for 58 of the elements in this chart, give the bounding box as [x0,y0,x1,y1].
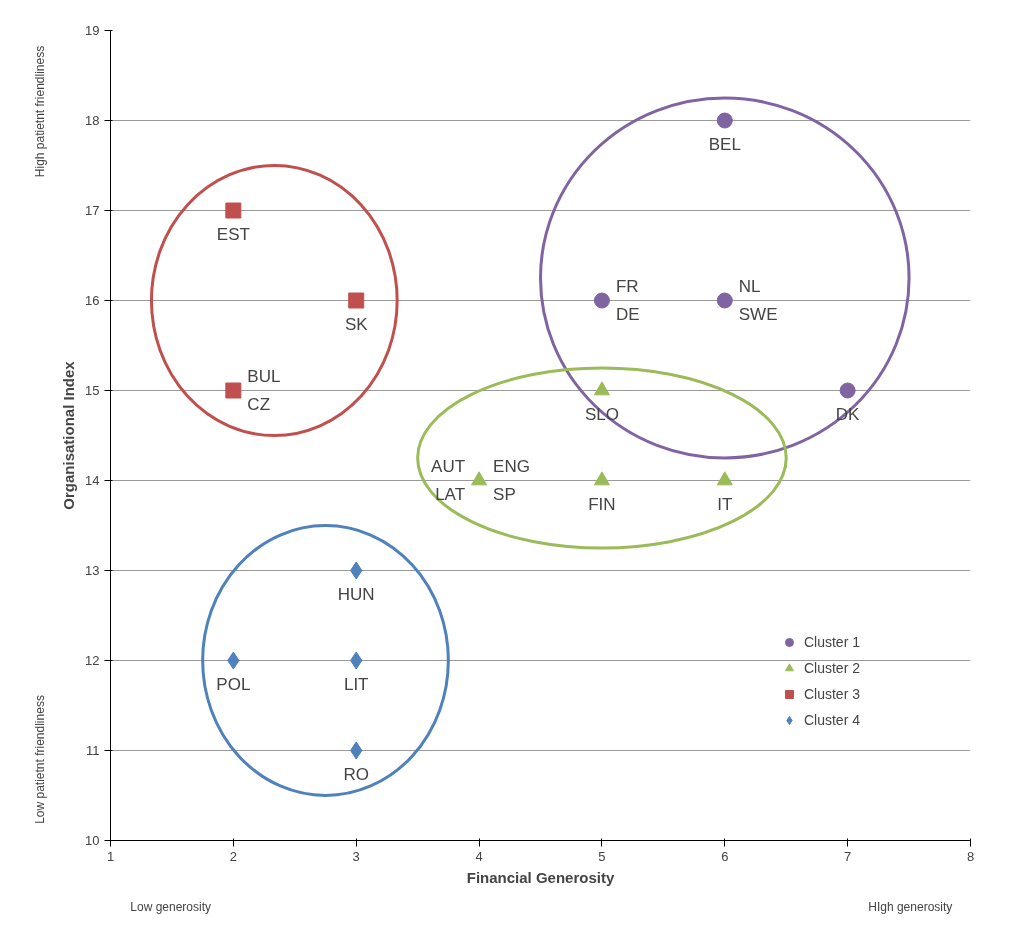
y-tick-label: 17 [85,203,100,218]
legend-label: Cluster 3 [803,686,860,702]
annotation: BEL [708,134,741,154]
annotation: FIN [588,494,616,514]
x-tick-label: 2 [229,848,237,864]
legend-label: Cluster 2 [803,660,860,676]
y-tick-label: 19 [85,23,100,38]
annotation: NL [738,277,761,296]
y-tick-label: 15 [85,383,100,398]
text: HIgh generosity [868,899,953,914]
annotation: DE [615,305,640,324]
point [593,381,610,396]
point [839,382,856,399]
x-axis-title: Financial Generosity [466,868,615,886]
y-tick-label: 16 [85,293,100,308]
annotation: RO [343,764,369,784]
legend-label: Cluster 1 [803,634,860,650]
x-tick-label: 7 [844,848,852,864]
x-tick-label: 8 [966,848,975,864]
point [225,382,242,399]
y-tick-label: 13 [85,563,100,578]
x-tick-label: 6 [721,848,729,864]
x-tick-label: 4 [475,848,483,864]
text: Low generosity [130,899,212,914]
y-axis-title: Organisational Index [60,360,78,510]
x-tick-label: 5 [598,848,606,864]
annotation: AUT [431,457,466,476]
annotation: POL [216,674,251,694]
x-tick-label: 3 [352,848,360,864]
annotation: LAT [435,485,466,504]
annotation: SP [493,485,516,504]
annotation: CZ [247,395,271,414]
y-tick-label: 12 [85,653,100,668]
point [716,112,733,129]
annotation: LIT [343,674,369,694]
point [471,471,488,486]
y-tick-label: 18 [85,113,100,128]
annotation: HUN [337,584,375,604]
y-tick-label: 14 [85,473,100,488]
y-tick-label: 10 [85,833,100,848]
point [716,292,733,309]
y-tick-label: 11 [86,743,100,758]
point [225,202,242,219]
annotation: ENG [493,457,530,476]
text: High patietnt friendliness [32,45,47,178]
annotation: IT [717,494,733,514]
point [716,471,733,486]
annotation: SWE [738,305,778,324]
annotation: FR [615,277,639,296]
point [593,292,610,309]
x-tick-label: 1 [106,848,115,864]
point [593,471,610,486]
annotation: EST [216,224,250,244]
text: Low patietnt friendliness [32,695,47,824]
annotation: SK [344,314,369,334]
point [348,292,365,309]
legend-label: Cluster 4 [803,712,860,728]
annotation: BUL [247,367,281,386]
